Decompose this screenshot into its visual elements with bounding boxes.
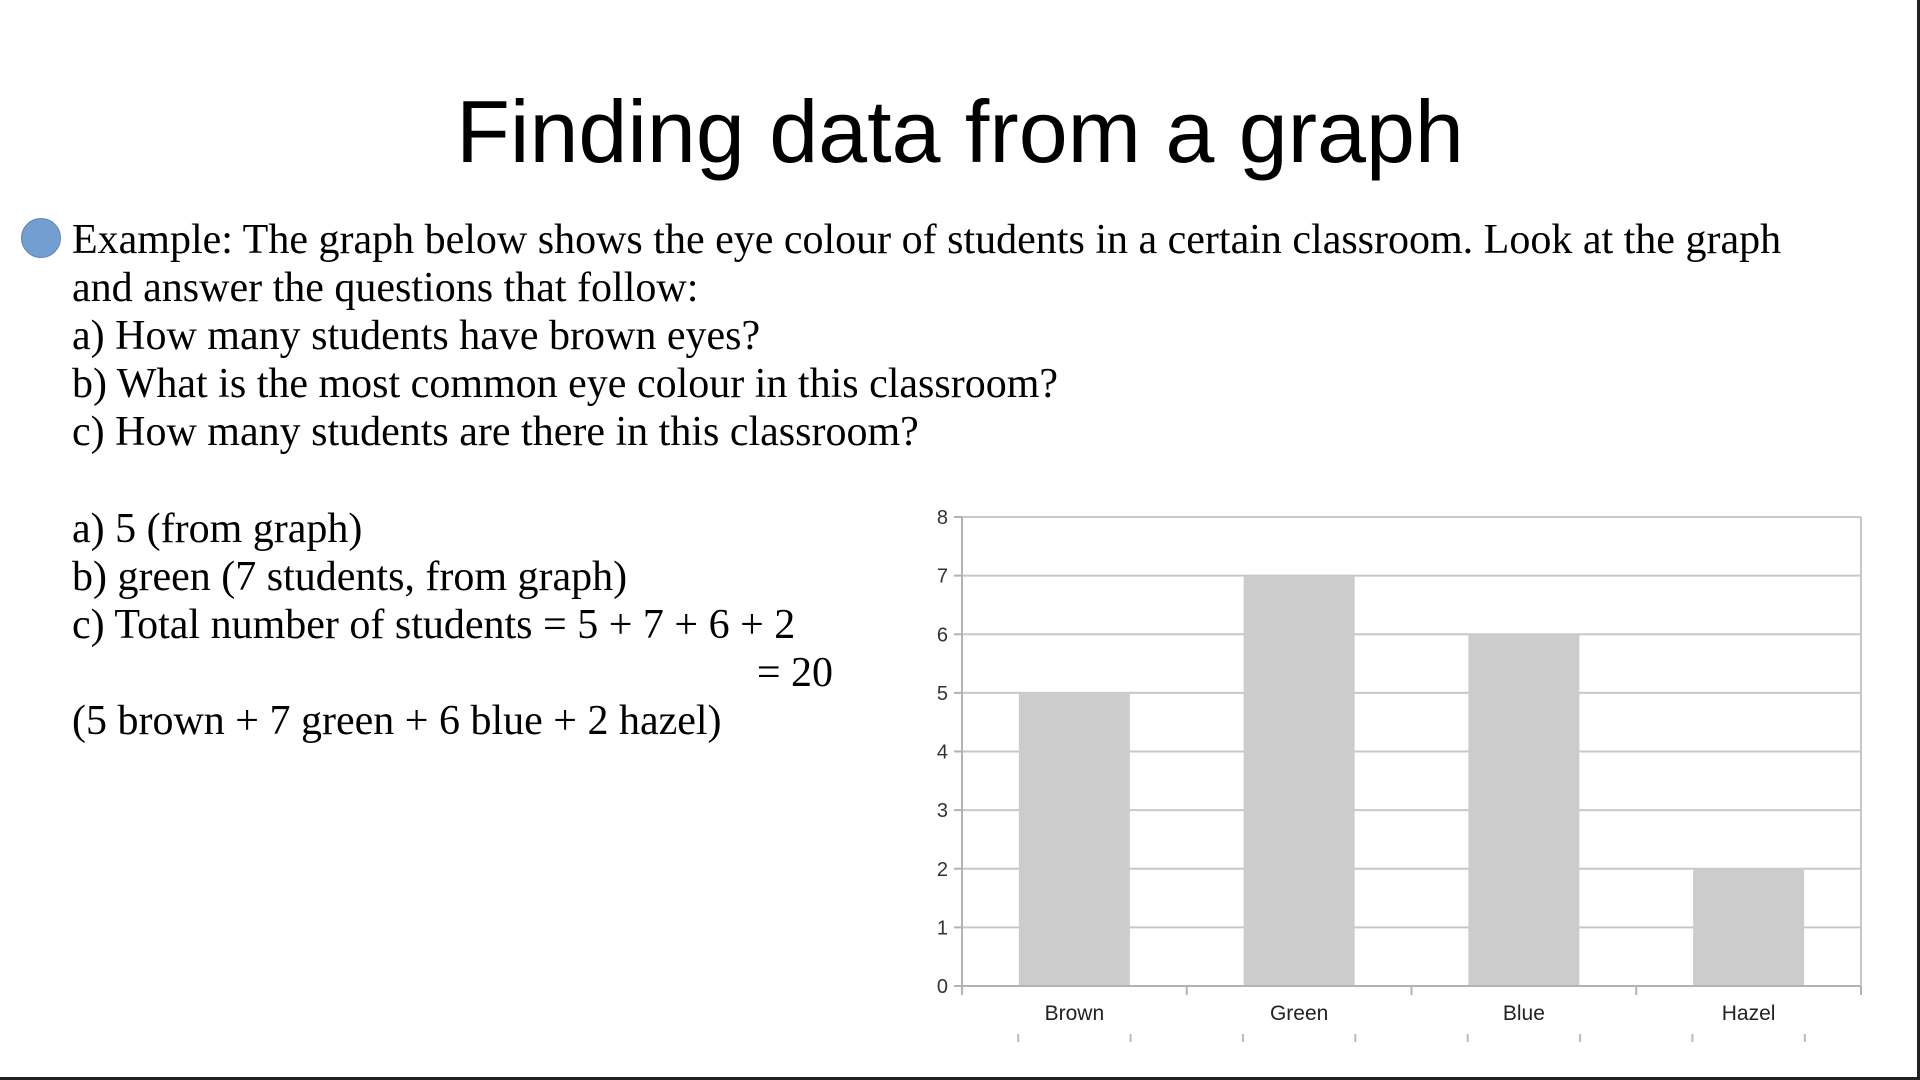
slide-title: Finding data from a graph xyxy=(456,82,1464,181)
answer-breakdown: (5 brown + 7 green + 6 blue + 2 hazel) xyxy=(72,698,722,744)
y-tick-label: 3 xyxy=(937,800,948,822)
bar-hazel xyxy=(1693,868,1805,986)
y-tick-label: 8 xyxy=(937,507,948,529)
question-c: c) How many students are there in this c… xyxy=(72,409,919,455)
question-a: a) How many students have brown eyes? xyxy=(72,313,761,359)
answer-a: a) 5 (from graph) xyxy=(72,506,363,552)
y-tick-label: 6 xyxy=(937,624,948,646)
bullet-circle-icon xyxy=(21,218,61,258)
y-tick-label: 2 xyxy=(937,859,948,881)
y-tick-label: 7 xyxy=(937,566,948,588)
y-tick-label: 0 xyxy=(937,976,948,998)
y-tick-label: 4 xyxy=(937,742,948,764)
x-tick-label: Green xyxy=(1270,1002,1328,1025)
x-tick-label: Brown xyxy=(1045,1002,1105,1025)
y-tick-label: 1 xyxy=(937,917,948,939)
x-tick-label: Blue xyxy=(1503,1002,1545,1025)
answer-c: c) Total number of students = 5 + 7 + 6 … xyxy=(72,602,796,648)
bar-blue xyxy=(1468,634,1580,986)
question-line: and answer the questions that follow: xyxy=(72,265,699,311)
question-line: Example: The graph below shows the eye c… xyxy=(72,217,1782,263)
answer-c-total: = 20 xyxy=(756,650,833,696)
bar-green xyxy=(1243,575,1355,986)
answer-b: b) green (7 students, from graph) xyxy=(72,554,628,600)
bar-brown xyxy=(1018,692,1130,986)
y-tick-label: 5 xyxy=(937,683,948,705)
x-tick-label: Hazel xyxy=(1722,1002,1776,1025)
question-b: b) What is the most common eye colour in… xyxy=(72,361,1059,407)
